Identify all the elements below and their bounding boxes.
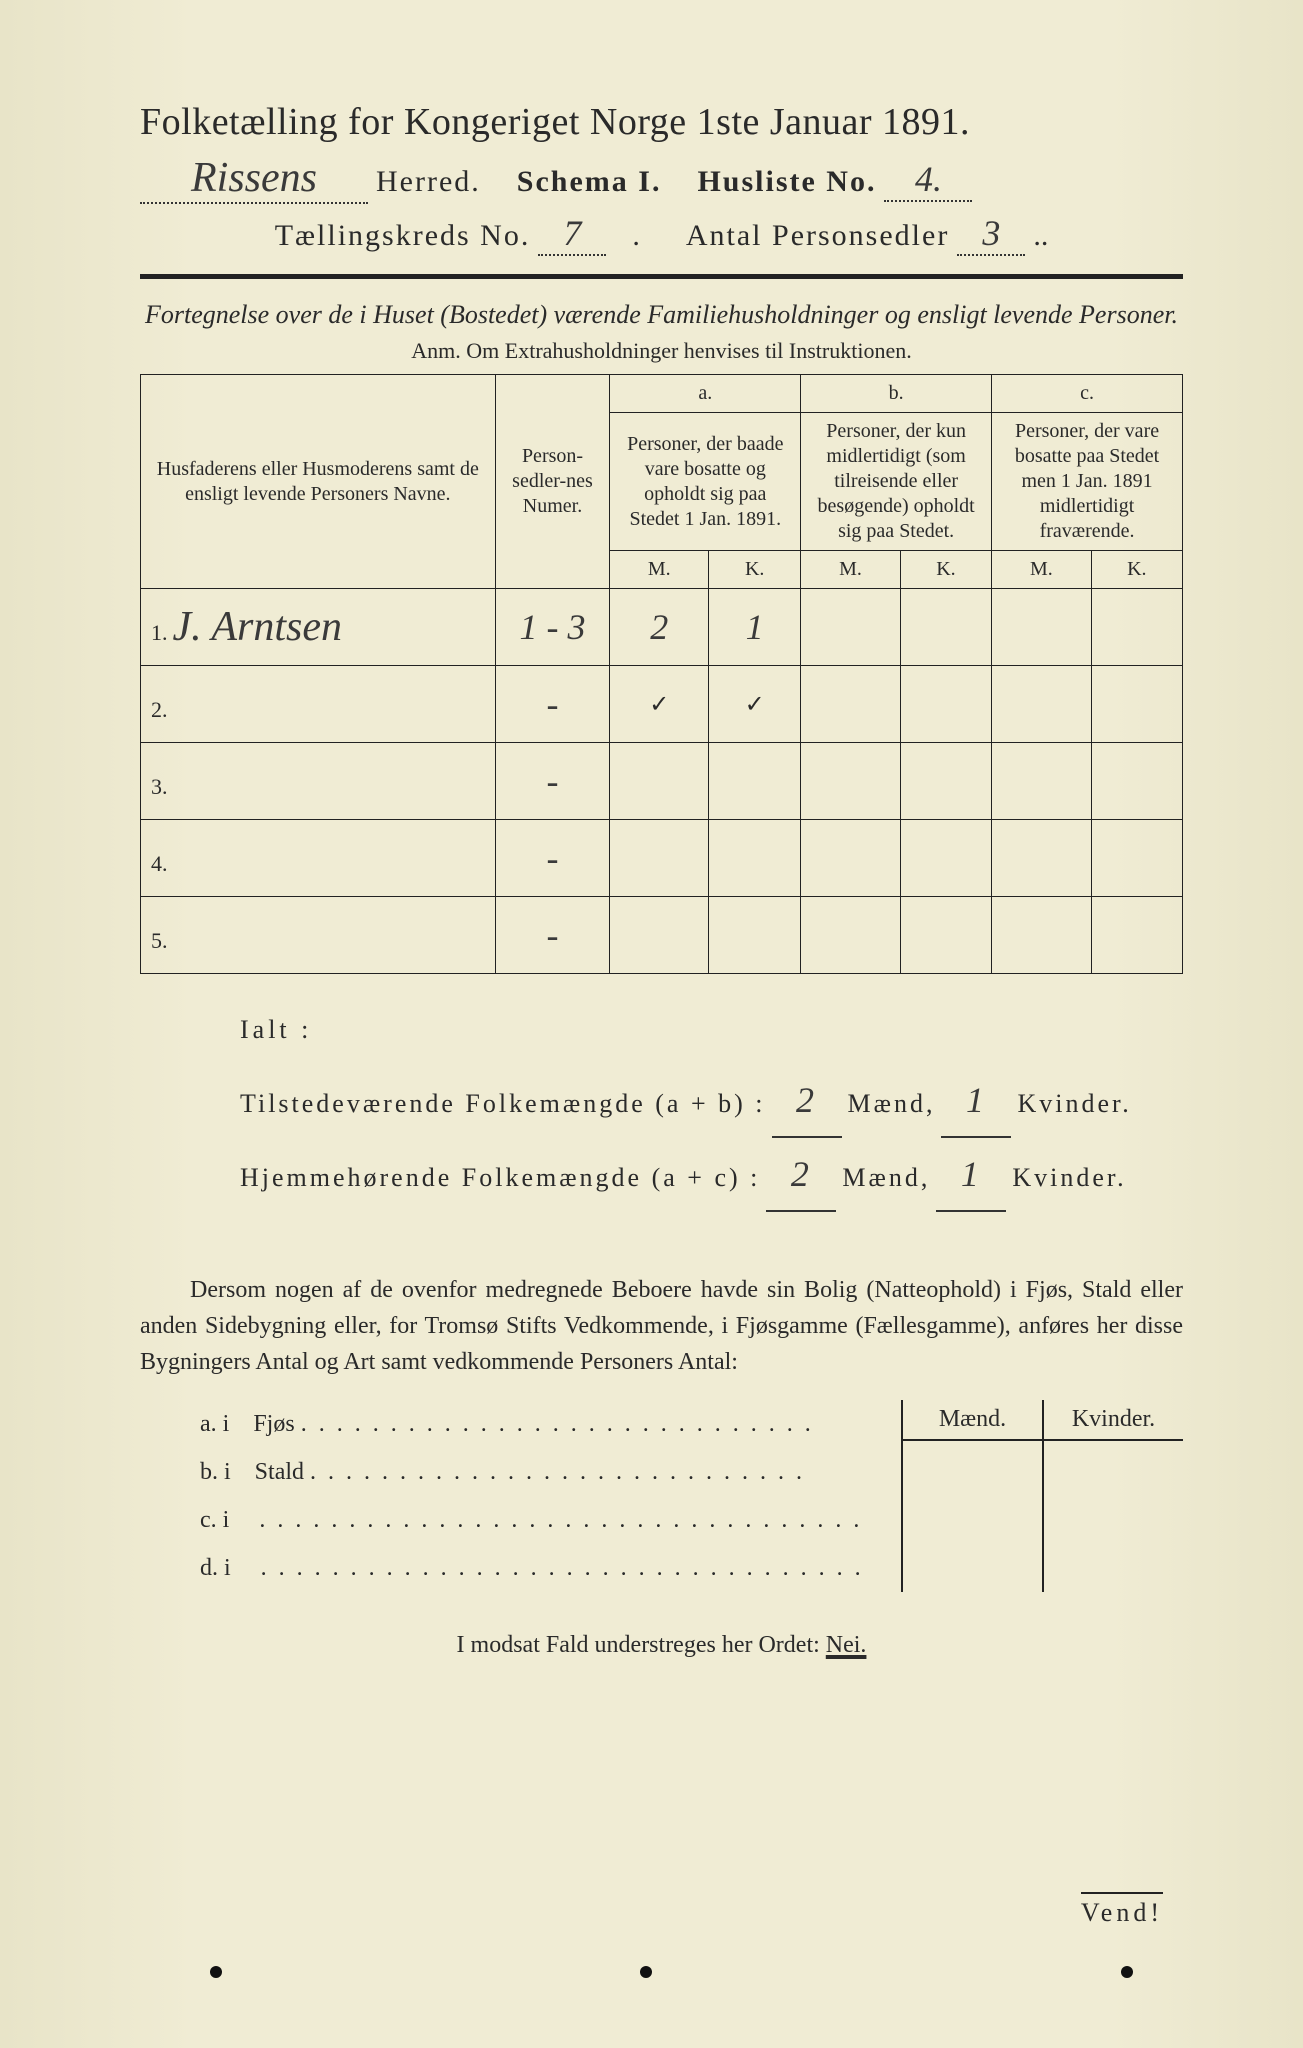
th-b-m: M. (801, 551, 901, 589)
ialt-label: Ialt : (240, 1004, 1183, 1056)
nei-word: Nei. (826, 1632, 867, 1658)
anm-note: Anm. Om Extrahusholdninger henvises til … (140, 338, 1183, 364)
th-sedler: Person-sedler-nes Numer. (495, 375, 610, 589)
side-col-maend: Mænd. (903, 1400, 1044, 1592)
page-title: Folketælling for Kongeriget Norge 1ste J… (140, 100, 1183, 144)
maend-label: Mænd, (848, 1078, 936, 1130)
kreds-value: 7 (538, 212, 606, 256)
herred-label: Herred. (376, 165, 481, 199)
th-a-label: a. (610, 375, 801, 413)
building-row: a. i Fjøs . . . . . . . . . . . . . . . … (200, 1400, 871, 1448)
census-form-page: Folketælling for Kongeriget Norge 1ste J… (0, 0, 1303, 2048)
totals-line2-k: 1 (936, 1138, 1006, 1212)
building-table: a. i Fjøs . . . . . . . . . . . . . . . … (140, 1400, 1183, 1592)
th-c-label: c. (992, 375, 1183, 413)
th-a-k: K. (709, 551, 801, 589)
totals-line1-k: 1 (941, 1064, 1011, 1138)
building-paragraph: Dersom nogen af de ovenfor medregnede Be… (140, 1272, 1183, 1380)
th-a-text: Personer, der baade vare bosatte og opho… (610, 413, 801, 551)
th-b-label: b. (801, 375, 992, 413)
punch-hole-icon (640, 1966, 652, 1978)
side-head-kvinder: Kvinder. (1044, 1400, 1183, 1441)
side-head-maend: Mænd. (903, 1400, 1042, 1441)
header-line-kreds: Tællingskreds No. 7 . Antal Personsedler… (140, 212, 1183, 256)
punch-hole-icon (1121, 1966, 1133, 1978)
nei-line: I modsat Fald understreges her Ordet: Ne… (140, 1632, 1183, 1659)
husliste-value: 4. (884, 158, 972, 202)
totals-line-2: Hjemmehørende Folkemængde (a + c) : 2 Mæ… (240, 1138, 1183, 1212)
divider-rule (140, 274, 1183, 279)
building-row: b. i Stald . . . . . . . . . . . . . . .… (200, 1448, 871, 1496)
kvinder-label: Kvinder. (1017, 1078, 1131, 1130)
husliste-label: Husliste No. (697, 165, 876, 199)
table-row: 5. - (141, 897, 1183, 974)
building-row: d. i . . . . . . . . . . . . . . . . . .… (200, 1544, 871, 1592)
schema-label: Schema I. (517, 165, 662, 199)
table-row: 3. - (141, 743, 1183, 820)
th-names: Husfaderens eller Husmoderens samt de en… (141, 375, 496, 589)
totals-line2-label: Hjemmehørende Folkemængde (a + c) : (240, 1152, 760, 1204)
side-col-kvinder: Kvinder. (1044, 1400, 1183, 1592)
nei-text: I modsat Fald understreges her Ordet: (457, 1632, 820, 1658)
herred-value: Rissens (140, 154, 368, 204)
vend-label: Vend! (1081, 1892, 1163, 1928)
subtitle: Fortegnelse over de i Huset (Bostedet) v… (140, 297, 1183, 332)
th-b-k: K. (900, 551, 991, 589)
maend-label-2: Mænd, (842, 1152, 930, 1204)
kreds-label: Tællingskreds No. (275, 219, 531, 253)
building-row: c. i . . . . . . . . . . . . . . . . . .… (200, 1496, 871, 1544)
th-c-k: K. (1091, 551, 1182, 589)
totals-line-1: Tilstedeværende Folkemængde (a + b) : 2 … (240, 1064, 1183, 1138)
table-row: 4. - (141, 820, 1183, 897)
totals-line2-m: 2 (766, 1138, 836, 1212)
th-a-m: M. (610, 551, 709, 589)
th-b-text: Personer, der kun midlertidigt (som tilr… (801, 413, 992, 551)
header-line-herred: Rissens Herred. Schema I. Husliste No. 4… (140, 154, 1183, 204)
census-table: Husfaderens eller Husmoderens samt de en… (140, 374, 1183, 974)
th-c-text: Personer, der vare bosatte paa Stedet me… (992, 413, 1183, 551)
totals-line1-m: 2 (772, 1064, 842, 1138)
totals-line1-label: Tilstedeværende Folkemængde (a + b) : (240, 1078, 766, 1130)
antal-value: 3 (957, 212, 1025, 256)
kvinder-label-2: Kvinder. (1012, 1152, 1126, 1204)
th-c-m: M. (992, 551, 1092, 589)
punch-hole-icon (210, 1966, 222, 1978)
table-row: 1. J. Arntsen1 - 321 (141, 589, 1183, 666)
totals-block: Ialt : Tilstedeværende Folkemængde (a + … (140, 1004, 1183, 1212)
table-row: 2. -✓✓ (141, 666, 1183, 743)
antal-label: Antal Personsedler (686, 219, 949, 253)
